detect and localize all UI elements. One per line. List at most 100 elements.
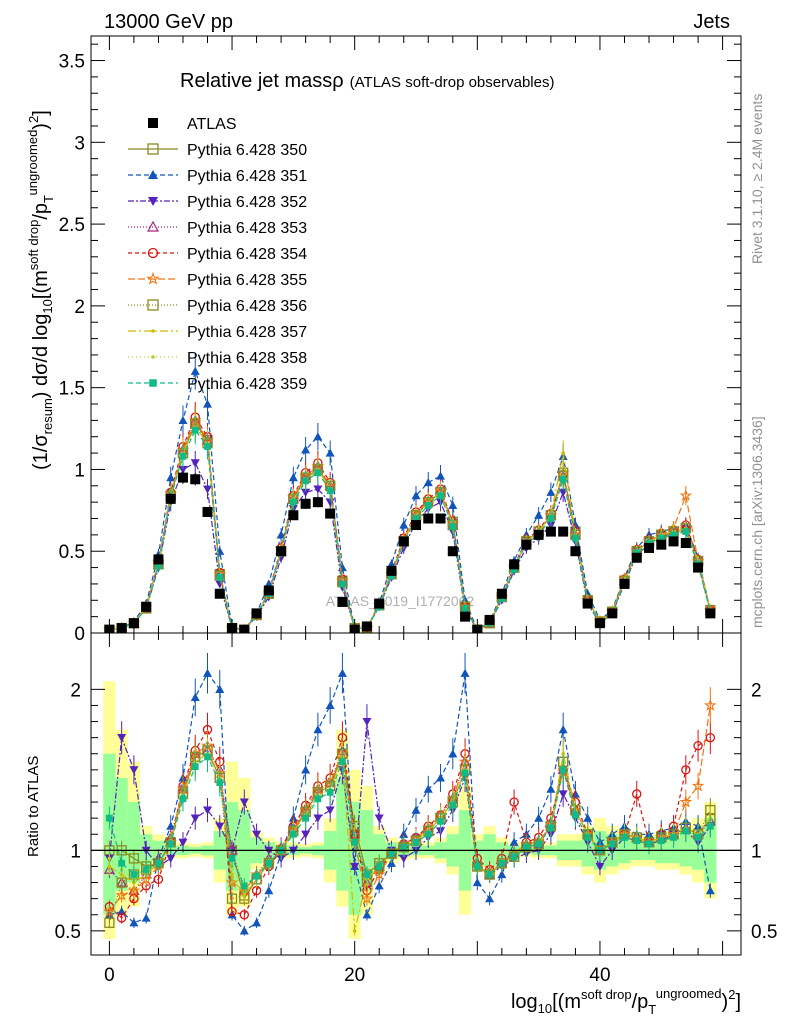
ratio-y-tick-label-right: 2 bbox=[751, 680, 762, 701]
series-point bbox=[179, 452, 187, 460]
atlas-point bbox=[460, 611, 471, 622]
ratio-point bbox=[399, 829, 409, 838]
ratio-point bbox=[691, 779, 705, 792]
series-point bbox=[399, 520, 409, 529]
ratio-point bbox=[239, 798, 249, 807]
ratio-line-2 bbox=[108, 721, 711, 876]
atlas-point bbox=[411, 520, 421, 531]
ratio-series-group bbox=[103, 652, 717, 936]
y-tick-label: 0 bbox=[74, 624, 85, 645]
atlas-point bbox=[693, 562, 704, 573]
series-point bbox=[216, 574, 224, 581]
ratio-point bbox=[372, 867, 386, 880]
header-jets-label: Jets bbox=[693, 11, 730, 33]
series-point bbox=[411, 491, 421, 500]
atlas-point bbox=[300, 498, 311, 509]
axes-group: 00.511.522.533.50.5 0.51 12 20 20 40 bbox=[55, 36, 777, 986]
ratio-point bbox=[325, 700, 335, 710]
legend: ATLAS Pythia 6.428 350 Pythia 6.428 351 Pyt… bbox=[128, 116, 307, 393]
ratio-point bbox=[424, 830, 432, 838]
series-point bbox=[572, 534, 579, 542]
ratio-point bbox=[226, 893, 238, 904]
atlas-point bbox=[521, 539, 532, 550]
ratio-point bbox=[178, 838, 188, 847]
legend-marker bbox=[147, 299, 159, 311]
ratio-point bbox=[301, 830, 311, 839]
series-point bbox=[670, 531, 677, 539]
ratio-point bbox=[705, 886, 715, 895]
series-point bbox=[302, 477, 309, 485]
atlas-point bbox=[288, 510, 299, 521]
ratio-point bbox=[657, 837, 665, 845]
ratio-line-1 bbox=[109, 672, 711, 932]
ratio-point bbox=[360, 892, 374, 905]
series-point bbox=[534, 510, 544, 519]
legend-marker bbox=[148, 197, 158, 206]
y-tick-label: 1 bbox=[74, 460, 85, 481]
ratio-point bbox=[423, 784, 433, 793]
ratio-point bbox=[313, 814, 323, 823]
atlas-point bbox=[668, 536, 679, 547]
band-inner-bin bbox=[103, 753, 116, 915]
atlas-point bbox=[631, 552, 642, 563]
ratio-point bbox=[142, 866, 150, 874]
atlas-point bbox=[435, 513, 446, 524]
ratio-point bbox=[313, 725, 323, 734]
ratio-point bbox=[362, 910, 372, 919]
series-point bbox=[204, 443, 211, 450]
series-point bbox=[325, 448, 335, 457]
chart-title-main: Relative jet massρ bbox=[180, 70, 344, 92]
atlas-point bbox=[276, 546, 287, 557]
ratio-point bbox=[449, 801, 457, 809]
series-line-1 bbox=[109, 369, 711, 631]
atlas-point bbox=[533, 529, 544, 540]
series-point bbox=[326, 487, 334, 495]
ratio-point bbox=[215, 822, 225, 831]
series-point bbox=[461, 605, 469, 612]
ratio-point bbox=[117, 907, 127, 916]
ratio-point bbox=[448, 749, 458, 758]
ratio-point bbox=[547, 824, 555, 832]
ratio-point bbox=[128, 853, 140, 864]
ratio-point bbox=[265, 859, 273, 867]
legend-label: Pythia 6.428 353 bbox=[187, 220, 307, 237]
band-inner-bin bbox=[238, 810, 251, 883]
ratio-point bbox=[166, 854, 176, 863]
ratio-point bbox=[498, 859, 506, 867]
atlas-point bbox=[545, 526, 556, 537]
series-point bbox=[166, 473, 176, 482]
series-point bbox=[437, 492, 444, 499]
y-tick-label: 1.5 bbox=[59, 379, 85, 400]
series-point bbox=[679, 489, 693, 501]
atlas-point bbox=[214, 588, 225, 599]
ratio-point bbox=[130, 871, 138, 878]
atlas-data-group bbox=[104, 471, 716, 633]
x-tick-label: 20 bbox=[344, 965, 365, 986]
atlas-point bbox=[447, 546, 458, 557]
ratio-point bbox=[167, 840, 175, 848]
ratio-line-9 bbox=[108, 756, 711, 887]
atlas-point bbox=[705, 608, 716, 619]
ratio-point bbox=[411, 805, 421, 814]
series-point bbox=[313, 432, 323, 441]
ratio-point bbox=[473, 863, 481, 870]
ratio-point bbox=[706, 822, 714, 830]
ratio-point bbox=[681, 765, 691, 775]
legend-marker bbox=[151, 355, 155, 359]
ratio-point bbox=[166, 821, 176, 830]
legend-marker bbox=[148, 170, 158, 179]
legend-marker bbox=[147, 143, 159, 155]
ratio-point bbox=[621, 834, 628, 841]
atlas-point bbox=[165, 493, 176, 504]
atlas-point bbox=[496, 588, 507, 599]
x-axis-title: log10[(msoft drop/pTungroomed)2] bbox=[511, 986, 741, 1017]
ratio-line-5 bbox=[108, 705, 711, 912]
legend-label: Pythia 6.428 358 bbox=[187, 350, 307, 367]
series-point bbox=[547, 515, 555, 522]
ratio-point bbox=[523, 843, 530, 851]
series-point bbox=[339, 580, 346, 588]
atlas-point bbox=[644, 542, 655, 553]
legend-label: Pythia 6.428 351 bbox=[187, 168, 307, 185]
ratio-point bbox=[583, 813, 593, 822]
ratio-point bbox=[216, 779, 224, 787]
